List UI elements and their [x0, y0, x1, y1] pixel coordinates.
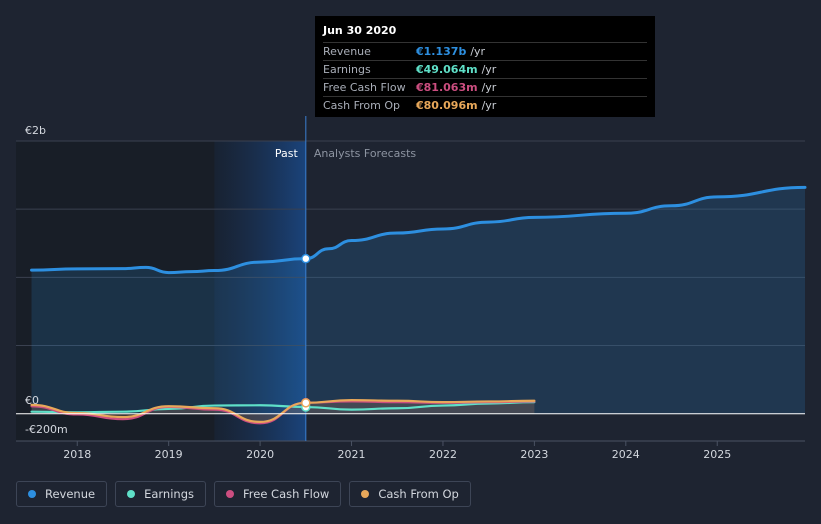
- x-tick-label: 2018: [63, 448, 91, 461]
- tooltip-value: €49.064m: [416, 62, 478, 76]
- highlight-region: [214, 141, 306, 441]
- revenue-area: [31, 187, 805, 414]
- legend-label: Free Cash Flow: [243, 487, 330, 501]
- tooltip-label: Revenue: [323, 44, 371, 58]
- x-tick-label: 2021: [338, 448, 366, 461]
- x-tick-label: 2022: [429, 448, 457, 461]
- tooltip-row-cash-from-op: Cash From Op €80.096m /yr: [323, 96, 647, 114]
- hover-markers: [301, 253, 311, 412]
- legend-label: Earnings: [144, 487, 194, 501]
- x-tick-label: 2019: [155, 448, 183, 461]
- legend-item-revenue[interactable]: Revenue: [16, 481, 108, 507]
- small-series-area: [31, 400, 535, 422]
- tooltip-value: €80.096m: [416, 98, 478, 112]
- x-axis: 2018 2019 2020 2021 2022 2023 2024 2025: [63, 441, 731, 461]
- tooltip-value: €1.137b: [416, 44, 467, 58]
- tooltip-unit: /yr: [481, 80, 497, 94]
- tooltip-row-revenue: Revenue €1.137b /yr: [323, 42, 647, 60]
- legend-dot-icon: [226, 490, 234, 498]
- x-tick-label: 2024: [612, 448, 640, 461]
- marker-cash-from-op: [301, 398, 311, 408]
- legend-item-cash-from-op[interactable]: Cash From Op: [349, 481, 471, 507]
- tooltip-label: Cash From Op: [323, 98, 401, 112]
- tooltip-unit: /yr: [481, 62, 497, 76]
- tooltip-unit: /yr: [481, 98, 497, 112]
- y-axis: €2b €0 -€200m: [25, 124, 68, 436]
- x-tick-label: 2020: [246, 448, 274, 461]
- y-tick-label: -€200m: [25, 423, 68, 436]
- tooltip-row-free-cash-flow: Free Cash Flow €81.063m /yr: [323, 78, 647, 96]
- past-label: Past: [275, 147, 299, 160]
- series-line-cash-from-op: [30, 398, 536, 424]
- legend-item-earnings[interactable]: Earnings: [115, 481, 206, 507]
- legend-label: Revenue: [45, 487, 96, 501]
- x-tick-label: 2023: [520, 448, 548, 461]
- tooltip-row-earnings: Earnings €49.064m /yr: [323, 60, 647, 78]
- legend-item-free-cash-flow[interactable]: Free Cash Flow: [214, 481, 342, 507]
- forecast-label: Analysts Forecasts: [314, 147, 417, 160]
- tooltip-label: Earnings: [323, 62, 371, 76]
- legend-dot-icon: [127, 490, 136, 498]
- legend-dot-icon: [361, 490, 370, 498]
- y-tick-label: €2b: [25, 124, 46, 137]
- series-line-earnings: [30, 401, 536, 414]
- x-tick-label: 2025: [703, 448, 731, 461]
- legend-dot-icon: [28, 490, 36, 498]
- tooltip-label: Free Cash Flow: [323, 80, 406, 94]
- tooltip: Jun 30 2020 Revenue €1.137b /yr Earnings…: [315, 16, 655, 117]
- gridlines: [16, 140, 805, 442]
- marker-revenue: [301, 253, 311, 264]
- tooltip-value: €81.063m: [416, 80, 478, 94]
- tooltip-unit: /yr: [470, 44, 486, 58]
- legend-label: Cash From Op: [378, 487, 459, 501]
- tooltip-date: Jun 30 2020: [323, 24, 397, 37]
- legend: Revenue Earnings Free Cash Flow Cash Fro…: [16, 481, 471, 507]
- series-lines: [30, 185, 807, 425]
- y-tick-label: €0: [25, 394, 39, 407]
- series-line-revenue: [30, 185, 807, 275]
